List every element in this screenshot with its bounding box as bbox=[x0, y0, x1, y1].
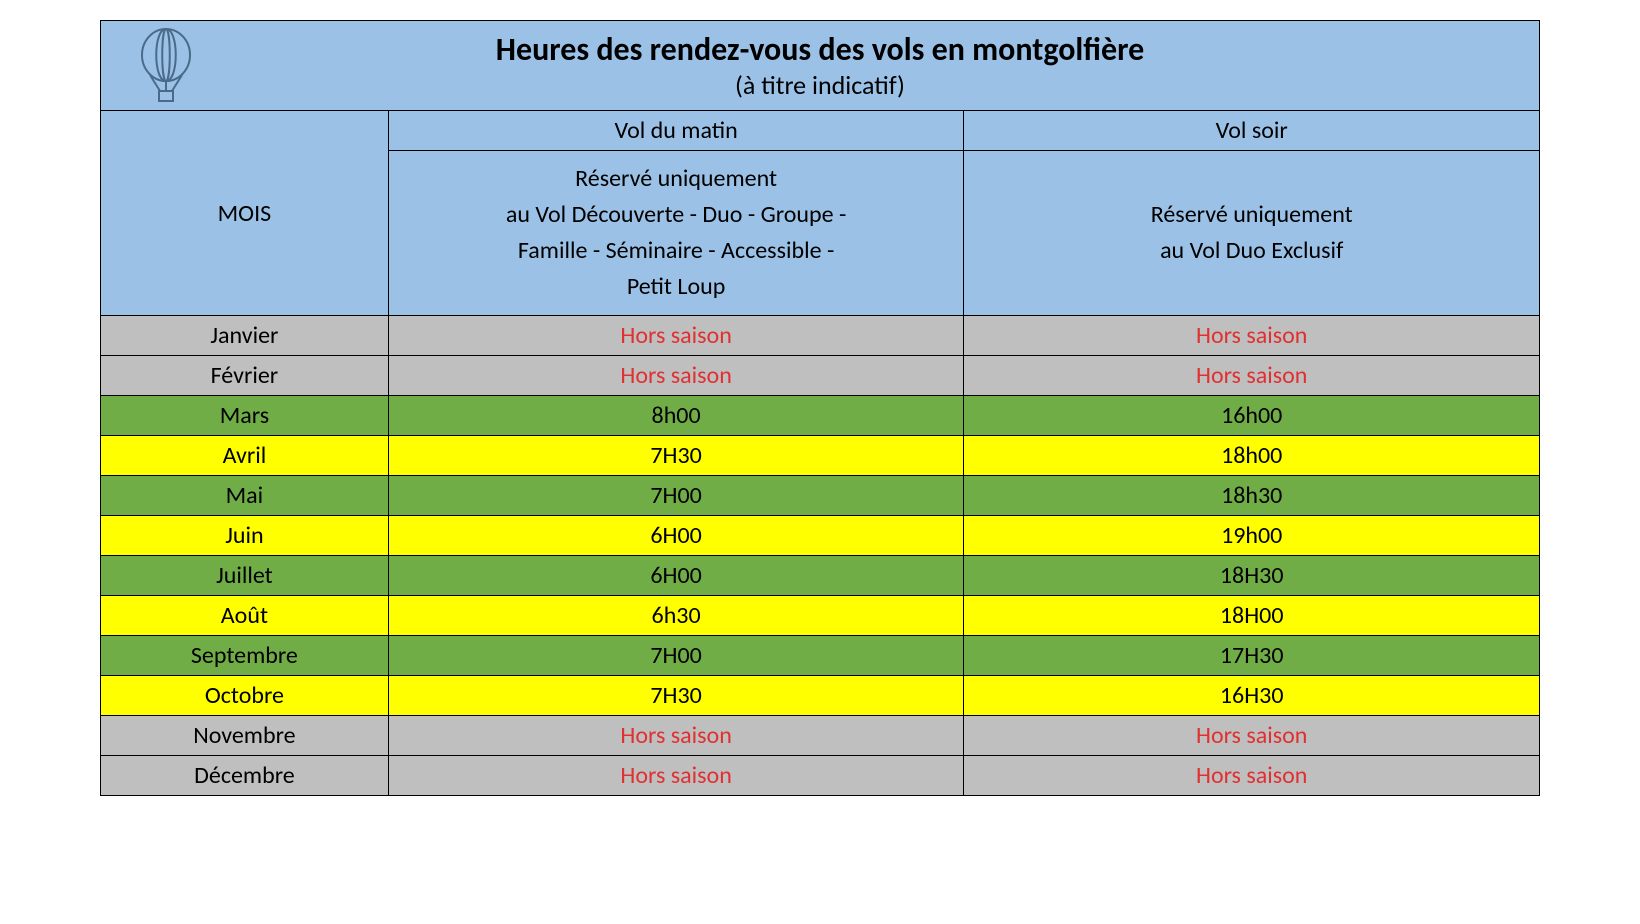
month-cell: Avril bbox=[101, 436, 389, 476]
table-row: Août6h3018H00 bbox=[101, 596, 1540, 636]
morning-cell: 6h30 bbox=[388, 596, 964, 636]
month-cell: Mai bbox=[101, 476, 389, 516]
page-subtitle: (à titre indicatif) bbox=[735, 69, 905, 101]
evening-cell: Hors saison bbox=[964, 756, 1540, 796]
morning-cell: 6H00 bbox=[388, 556, 964, 596]
column-desc-morning: Réservé uniquementau Vol Découverte - Du… bbox=[388, 151, 964, 316]
morning-cell: 6H00 bbox=[388, 516, 964, 556]
table-row: Juin6H0019h00 bbox=[101, 516, 1540, 556]
table-row: DécembreHors saisonHors saison bbox=[101, 756, 1540, 796]
month-cell: Octobre bbox=[101, 676, 389, 716]
morning-cell: Hors saison bbox=[388, 756, 964, 796]
evening-cell: 18H30 bbox=[964, 556, 1540, 596]
evening-cell: 19h00 bbox=[964, 516, 1540, 556]
month-cell: Février bbox=[101, 356, 389, 396]
evening-cell: 18h00 bbox=[964, 436, 1540, 476]
evening-cell: 18h30 bbox=[964, 476, 1540, 516]
month-cell: Juin bbox=[101, 516, 389, 556]
evening-cell: Hors saison bbox=[964, 316, 1540, 356]
month-cell: Novembre bbox=[101, 716, 389, 756]
morning-cell: Hors saison bbox=[388, 316, 964, 356]
title-cell: Heures des rendez-vous des vols en montg… bbox=[101, 21, 1540, 111]
table-row: Septembre7H0017H30 bbox=[101, 636, 1540, 676]
morning-cell: 7H00 bbox=[388, 636, 964, 676]
table-row: FévrierHors saisonHors saison bbox=[101, 356, 1540, 396]
morning-cell: 7H00 bbox=[388, 476, 964, 516]
evening-cell: 16H30 bbox=[964, 676, 1540, 716]
month-cell: Septembre bbox=[101, 636, 389, 676]
table-row: Mars8h0016h00 bbox=[101, 396, 1540, 436]
morning-cell: 8h00 bbox=[388, 396, 964, 436]
month-cell: Janvier bbox=[101, 316, 389, 356]
month-cell: Mars bbox=[101, 396, 389, 436]
morning-cell: Hors saison bbox=[388, 356, 964, 396]
table-row: Avril7H3018h00 bbox=[101, 436, 1540, 476]
column-header-month: MOIS bbox=[101, 111, 389, 316]
column-desc-evening: Réservé uniquementau Vol Duo Exclusif bbox=[964, 151, 1540, 316]
evening-cell: 16h00 bbox=[964, 396, 1540, 436]
morning-cell: 7H30 bbox=[388, 676, 964, 716]
column-header-morning: Vol du matin bbox=[388, 111, 964, 151]
table-row: Mai7H0018h30 bbox=[101, 476, 1540, 516]
page-title: Heures des rendez-vous des vols en montg… bbox=[496, 30, 1144, 69]
month-cell: Juillet bbox=[101, 556, 389, 596]
evening-cell: 18H00 bbox=[964, 596, 1540, 636]
morning-cell: 7H30 bbox=[388, 436, 964, 476]
schedule-table: Heures des rendez-vous des vols en montg… bbox=[100, 20, 1540, 796]
table-row: NovembreHors saisonHors saison bbox=[101, 716, 1540, 756]
month-cell: Août bbox=[101, 596, 389, 636]
evening-cell: Hors saison bbox=[964, 716, 1540, 756]
table-row: Octobre7H3016H30 bbox=[101, 676, 1540, 716]
balloon-icon bbox=[131, 27, 201, 112]
table-row: JanvierHors saisonHors saison bbox=[101, 316, 1540, 356]
morning-cell: Hors saison bbox=[388, 716, 964, 756]
evening-cell: Hors saison bbox=[964, 356, 1540, 396]
column-header-evening: Vol soir bbox=[964, 111, 1540, 151]
table-row: Juillet6H0018H30 bbox=[101, 556, 1540, 596]
month-cell: Décembre bbox=[101, 756, 389, 796]
evening-cell: 17H30 bbox=[964, 636, 1540, 676]
